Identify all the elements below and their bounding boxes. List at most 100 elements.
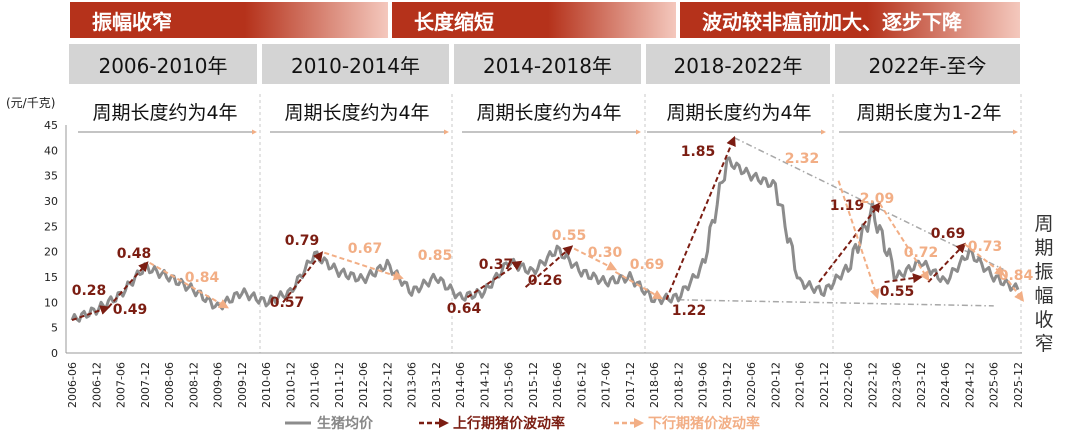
x-tick-label: 2020-12 [769, 362, 782, 408]
up-volatility-label: 0.28 [72, 283, 107, 299]
period-header-2: 2010-2014年 [262, 44, 449, 84]
up-volatility-label: 0.79 [285, 233, 320, 249]
up-volatility-label: 0.49 [113, 302, 148, 318]
x-tick-label: 2013-06 [406, 362, 419, 408]
x-tick-label: 2008-06 [163, 362, 176, 408]
x-tick-label: 2015-12 [527, 362, 540, 408]
down-volatility-label: 0.72 [904, 245, 939, 261]
x-tick-label: 2021-12 [818, 362, 831, 408]
trend-lines [678, 136, 1004, 307]
up-arrow [818, 201, 881, 283]
down-arrow [878, 202, 930, 282]
legend-up-swatch [419, 418, 449, 428]
x-tick-label: 2016-06 [551, 362, 564, 408]
banner-amplitude-narrowing: 振幅收窄 [70, 2, 388, 38]
x-tick-label: 2011-12 [333, 362, 346, 408]
x-tick-label: 2022-06 [842, 362, 855, 408]
up-arrow [71, 305, 111, 322]
x-tick-label: 2024-12 [963, 362, 976, 408]
x-tick-label: 2021-06 [794, 362, 807, 408]
banner-length-shortening: 长度缩短 [392, 2, 676, 38]
x-tick-label: 2008-12 [187, 362, 200, 408]
x-tick-label: 2023-12 [915, 362, 928, 408]
down-arrow [614, 271, 664, 300]
side-note: 周期振幅收窄 [1034, 213, 1054, 355]
y-tick-label: 10 [44, 296, 58, 309]
y-tick-label: 35 [44, 170, 58, 183]
x-tick-label: 2025-06 [988, 362, 1001, 408]
cycle-note-3: 周期长度约为4年 [464, 96, 634, 126]
down-volatility-label: 2.32 [785, 151, 820, 167]
up-arrow [665, 135, 736, 301]
down-volatility-label: 0.85 [418, 248, 453, 264]
up-volatility-label: 0.37 [479, 257, 514, 273]
x-tick-label: 2013-12 [430, 362, 443, 408]
up-volatility-label: 0.69 [931, 226, 966, 242]
down-arrow [1002, 273, 1025, 302]
down-volatility-label: 0.69 [630, 257, 665, 273]
down-arrow [837, 180, 880, 300]
y-tick-label: 25 [44, 220, 58, 233]
y-tick-label: 5 [51, 322, 58, 335]
up-arrow [466, 260, 523, 299]
y-tick-label: 20 [44, 246, 58, 259]
cycle-note-1: 周期长度约为4年 [80, 96, 250, 126]
x-tick-label: 2023-06 [891, 362, 904, 408]
x-tick-label: 2020-06 [745, 362, 758, 408]
x-tick-label: 2014-06 [454, 362, 467, 408]
y-tick-label: 30 [44, 195, 58, 208]
period-header-4: 2018-2022年 [646, 44, 830, 84]
x-tick-label: 2015-06 [503, 362, 516, 408]
up-arrow [524, 245, 574, 288]
up-volatility-label: 0.55 [880, 284, 915, 300]
down-arrow [323, 251, 404, 281]
period-header-1: 2006-2010年 [69, 44, 257, 84]
x-tick-label: 2012-06 [357, 362, 370, 408]
down-volatility-label: 0.84 [185, 270, 220, 286]
trend-line-upper [733, 136, 1004, 271]
cycle-note-2: 周期长度约为4年 [272, 96, 442, 126]
up-volatility-label: 1.19 [830, 198, 865, 214]
cycle-arrows [71, 135, 1025, 322]
up-volatility-label: 0.57 [270, 295, 305, 311]
x-tick-label: 2009-12 [236, 362, 249, 408]
up-volatility-label: 1.22 [672, 303, 707, 319]
x-tick-label: 2006-12 [90, 362, 103, 408]
down-volatility-label: 0.84 [999, 268, 1034, 284]
x-tick-label: 2012-12 [381, 362, 394, 408]
y-tick-label: 0 [51, 347, 58, 360]
period-dividers [259, 94, 1022, 353]
y-tick-label: 40 [44, 144, 58, 157]
x-tick-label: 2018-06 [648, 362, 661, 408]
x-tick-label: 2010-06 [260, 362, 273, 408]
up-volatility-label: 1.85 [681, 144, 716, 160]
x-tick-label: 2017-12 [624, 362, 637, 408]
cycle-note-4: 周期长度约为4年 [654, 96, 824, 126]
period-header-3: 2014-2018年 [454, 44, 641, 84]
legend-price-swatch [285, 421, 311, 425]
down-arrow [149, 261, 229, 309]
x-axis: 2006-06 2006-12 2007-06 2007-12 2008-06 2008-… [66, 352, 1025, 408]
down-volatility-label: 0.30 [588, 245, 623, 261]
legend-down: 下行期猪价波动率 [614, 413, 760, 433]
x-tick-label: 2010-12 [284, 362, 297, 408]
trend-line-lower [678, 299, 994, 307]
up-volatility-label: 0.26 [528, 273, 563, 289]
down-arrow [964, 243, 1006, 276]
up-volatility-label: 0.64 [447, 301, 482, 317]
x-tick-label: 2011-06 [309, 362, 322, 408]
x-tick-label: 2018-12 [672, 362, 685, 408]
x-tick-label: 2006-06 [66, 362, 79, 408]
legend-up: 上行期猪价波动率 [419, 413, 565, 433]
down-volatility-label: 2.09 [860, 191, 895, 207]
up-volatility-label: 0.48 [117, 246, 152, 262]
x-tick-label: 2014-12 [478, 362, 491, 408]
banner-volatility-increase: 波动较非瘟前加大、逐步下降 [680, 2, 1020, 38]
y-tick-label: 15 [44, 271, 58, 284]
up-arrow [107, 261, 149, 309]
x-tick-label: 2016-12 [575, 362, 588, 408]
legend-down-swatch [614, 418, 644, 428]
x-tick-label: 2009-06 [212, 362, 225, 408]
x-tick-label: 2022-12 [866, 362, 879, 408]
